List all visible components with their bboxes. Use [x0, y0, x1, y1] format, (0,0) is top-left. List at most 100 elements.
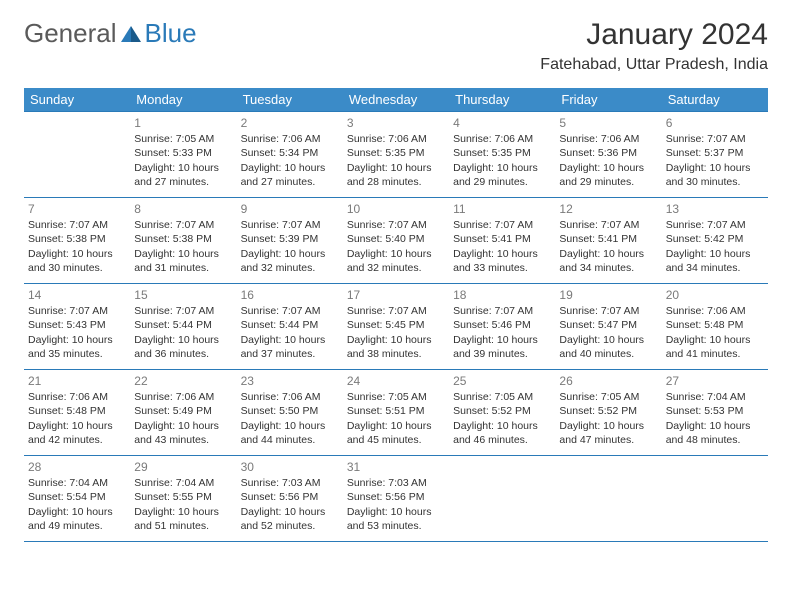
day-cell: 17Sunrise: 7:07 AMSunset: 5:45 PMDayligh…	[343, 284, 449, 370]
sunrise-line: Sunrise: 7:05 AM	[347, 390, 445, 404]
sunrise-line: Sunrise: 7:06 AM	[559, 132, 657, 146]
sunset-line: Sunset: 5:56 PM	[241, 490, 339, 504]
daylight-line: Daylight: 10 hours and 32 minutes.	[241, 247, 339, 275]
sunrise-line: Sunrise: 7:07 AM	[453, 304, 551, 318]
logo-text-blue: Blue	[145, 18, 197, 49]
sunrise-line: Sunrise: 7:07 AM	[28, 218, 126, 232]
sunrise-line: Sunrise: 7:04 AM	[134, 476, 232, 490]
daylight-line: Daylight: 10 hours and 40 minutes.	[559, 333, 657, 361]
day-number: 27	[666, 373, 764, 389]
day-number: 7	[28, 201, 126, 217]
day-number: 26	[559, 373, 657, 389]
daylight-line: Daylight: 10 hours and 27 minutes.	[134, 161, 232, 189]
empty-cell	[662, 456, 768, 542]
daylight-line: Daylight: 10 hours and 41 minutes.	[666, 333, 764, 361]
weekday-header: Monday	[130, 88, 236, 112]
day-number: 19	[559, 287, 657, 303]
sunset-line: Sunset: 5:50 PM	[241, 404, 339, 418]
daylight-line: Daylight: 10 hours and 48 minutes.	[666, 419, 764, 447]
daylight-line: Daylight: 10 hours and 35 minutes.	[28, 333, 126, 361]
calendar-table: SundayMondayTuesdayWednesdayThursdayFrid…	[24, 88, 768, 542]
sunrise-line: Sunrise: 7:07 AM	[241, 304, 339, 318]
weekday-header: Thursday	[449, 88, 555, 112]
sunset-line: Sunset: 5:43 PM	[28, 318, 126, 332]
title-block: January 2024 Fatehabad, Uttar Pradesh, I…	[540, 18, 768, 74]
day-cell: 10Sunrise: 7:07 AMSunset: 5:40 PMDayligh…	[343, 198, 449, 284]
day-cell: 24Sunrise: 7:05 AMSunset: 5:51 PMDayligh…	[343, 370, 449, 456]
day-number: 31	[347, 459, 445, 475]
day-cell: 15Sunrise: 7:07 AMSunset: 5:44 PMDayligh…	[130, 284, 236, 370]
sunset-line: Sunset: 5:55 PM	[134, 490, 232, 504]
day-cell: 31Sunrise: 7:03 AMSunset: 5:56 PMDayligh…	[343, 456, 449, 542]
sunset-line: Sunset: 5:37 PM	[666, 146, 764, 160]
sunset-line: Sunset: 5:56 PM	[347, 490, 445, 504]
day-cell: 29Sunrise: 7:04 AMSunset: 5:55 PMDayligh…	[130, 456, 236, 542]
daylight-line: Daylight: 10 hours and 37 minutes.	[241, 333, 339, 361]
sunset-line: Sunset: 5:48 PM	[666, 318, 764, 332]
sunrise-line: Sunrise: 7:07 AM	[28, 304, 126, 318]
weekday-header: Wednesday	[343, 88, 449, 112]
day-number: 11	[453, 201, 551, 217]
sunset-line: Sunset: 5:40 PM	[347, 232, 445, 246]
sunset-line: Sunset: 5:52 PM	[559, 404, 657, 418]
day-cell: 14Sunrise: 7:07 AMSunset: 5:43 PMDayligh…	[24, 284, 130, 370]
daylight-line: Daylight: 10 hours and 43 minutes.	[134, 419, 232, 447]
sunrise-line: Sunrise: 7:07 AM	[347, 218, 445, 232]
day-cell: 9Sunrise: 7:07 AMSunset: 5:39 PMDaylight…	[237, 198, 343, 284]
sunrise-line: Sunrise: 7:07 AM	[559, 304, 657, 318]
day-cell: 23Sunrise: 7:06 AMSunset: 5:50 PMDayligh…	[237, 370, 343, 456]
day-cell: 13Sunrise: 7:07 AMSunset: 5:42 PMDayligh…	[662, 198, 768, 284]
sunset-line: Sunset: 5:49 PM	[134, 404, 232, 418]
day-number: 16	[241, 287, 339, 303]
daylight-line: Daylight: 10 hours and 30 minutes.	[666, 161, 764, 189]
sunrise-line: Sunrise: 7:06 AM	[134, 390, 232, 404]
daylight-line: Daylight: 10 hours and 46 minutes.	[453, 419, 551, 447]
daylight-line: Daylight: 10 hours and 42 minutes.	[28, 419, 126, 447]
sunset-line: Sunset: 5:42 PM	[666, 232, 764, 246]
weekday-header: Friday	[555, 88, 661, 112]
empty-cell	[449, 456, 555, 542]
daylight-line: Daylight: 10 hours and 27 minutes.	[241, 161, 339, 189]
sunset-line: Sunset: 5:45 PM	[347, 318, 445, 332]
day-number: 1	[134, 115, 232, 131]
calendar-body: 1Sunrise: 7:05 AMSunset: 5:33 PMDaylight…	[24, 112, 768, 542]
day-number: 4	[453, 115, 551, 131]
day-cell: 5Sunrise: 7:06 AMSunset: 5:36 PMDaylight…	[555, 112, 661, 198]
day-cell: 26Sunrise: 7:05 AMSunset: 5:52 PMDayligh…	[555, 370, 661, 456]
sunset-line: Sunset: 5:44 PM	[134, 318, 232, 332]
daylight-line: Daylight: 10 hours and 47 minutes.	[559, 419, 657, 447]
sunset-line: Sunset: 5:34 PM	[241, 146, 339, 160]
daylight-line: Daylight: 10 hours and 39 minutes.	[453, 333, 551, 361]
sunset-line: Sunset: 5:48 PM	[28, 404, 126, 418]
daylight-line: Daylight: 10 hours and 51 minutes.	[134, 505, 232, 533]
sunrise-line: Sunrise: 7:07 AM	[559, 218, 657, 232]
day-cell: 7Sunrise: 7:07 AMSunset: 5:38 PMDaylight…	[24, 198, 130, 284]
sunrise-line: Sunrise: 7:05 AM	[559, 390, 657, 404]
sunrise-line: Sunrise: 7:06 AM	[28, 390, 126, 404]
sunset-line: Sunset: 5:33 PM	[134, 146, 232, 160]
sunrise-line: Sunrise: 7:07 AM	[241, 218, 339, 232]
daylight-line: Daylight: 10 hours and 34 minutes.	[666, 247, 764, 275]
sunset-line: Sunset: 5:35 PM	[453, 146, 551, 160]
weekday-header-row: SundayMondayTuesdayWednesdayThursdayFrid…	[24, 88, 768, 112]
daylight-line: Daylight: 10 hours and 49 minutes.	[28, 505, 126, 533]
daylight-line: Daylight: 10 hours and 34 minutes.	[559, 247, 657, 275]
day-cell: 12Sunrise: 7:07 AMSunset: 5:41 PMDayligh…	[555, 198, 661, 284]
weekday-header: Tuesday	[237, 88, 343, 112]
day-number: 8	[134, 201, 232, 217]
day-number: 15	[134, 287, 232, 303]
sunset-line: Sunset: 5:44 PM	[241, 318, 339, 332]
sunrise-line: Sunrise: 7:07 AM	[666, 218, 764, 232]
day-number: 29	[134, 459, 232, 475]
sunrise-line: Sunrise: 7:04 AM	[28, 476, 126, 490]
day-cell: 20Sunrise: 7:06 AMSunset: 5:48 PMDayligh…	[662, 284, 768, 370]
empty-cell	[555, 456, 661, 542]
sunset-line: Sunset: 5:38 PM	[134, 232, 232, 246]
day-number: 20	[666, 287, 764, 303]
sunrise-line: Sunrise: 7:07 AM	[134, 304, 232, 318]
empty-cell	[24, 112, 130, 198]
sunset-line: Sunset: 5:38 PM	[28, 232, 126, 246]
day-number: 24	[347, 373, 445, 389]
sunrise-line: Sunrise: 7:03 AM	[347, 476, 445, 490]
sunset-line: Sunset: 5:35 PM	[347, 146, 445, 160]
